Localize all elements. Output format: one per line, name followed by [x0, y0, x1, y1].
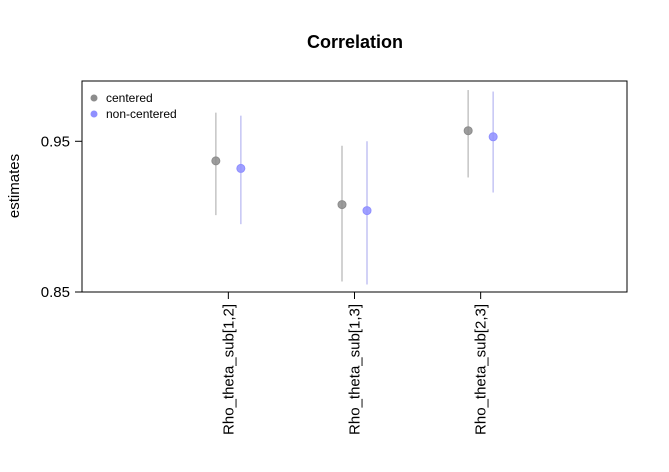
legend-marker	[90, 110, 98, 118]
x-tick-label: Rho_theta_sub[2,3]	[473, 304, 490, 435]
y-tick-label: 0.95	[41, 133, 70, 150]
point	[362, 206, 372, 216]
point	[337, 200, 347, 210]
point	[211, 156, 221, 166]
point	[463, 126, 473, 136]
chart-title: Correlation	[307, 32, 403, 52]
x-tick-label: Rho_theta_sub[1,2]	[220, 304, 237, 435]
legend-label: non-centered	[106, 107, 177, 121]
legend-label: centered	[106, 91, 153, 105]
legend-marker	[90, 94, 98, 102]
y-axis-label: estimates	[6, 154, 23, 218]
x-tick-label: Rho_theta_sub[1,3]	[347, 304, 364, 435]
point	[236, 163, 246, 173]
point	[488, 132, 498, 142]
y-tick-label: 0.85	[41, 284, 70, 301]
